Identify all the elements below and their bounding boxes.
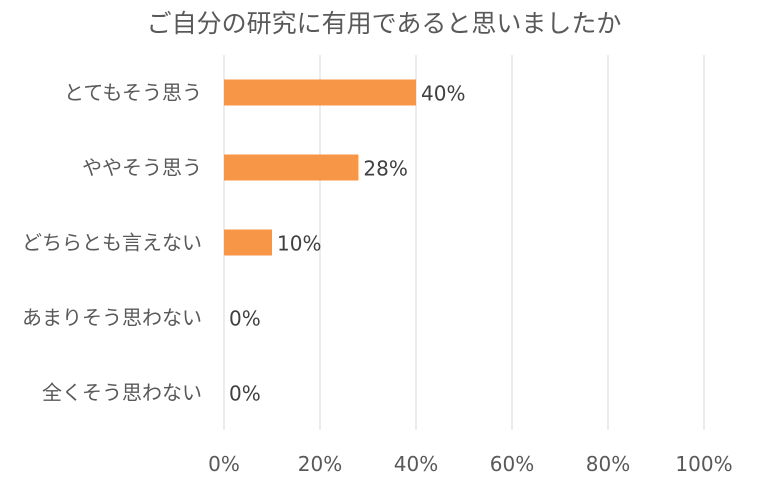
gridlines bbox=[223, 55, 705, 430]
x-tick-label: 100% bbox=[675, 452, 732, 476]
data-label: 0% bbox=[229, 382, 261, 406]
x-tick-labels: 0% 20% 40% 60% 80% 100% bbox=[208, 452, 732, 476]
data-label: 28% bbox=[363, 157, 407, 181]
category-label: どちらとも言えない bbox=[22, 231, 202, 255]
bar bbox=[224, 154, 359, 181]
x-tick-label: 80% bbox=[586, 452, 630, 476]
bar bbox=[224, 79, 416, 106]
data-label: 10% bbox=[277, 232, 321, 256]
category-label: とてもそう思う bbox=[64, 81, 202, 105]
category-label: ややそう思う bbox=[82, 156, 202, 180]
data-labels: 40% 28% 10% 0% 0% bbox=[229, 82, 465, 406]
category-label: 全くそう思わない bbox=[42, 381, 202, 405]
data-label: 40% bbox=[421, 82, 465, 106]
x-tick-label: 20% bbox=[298, 452, 342, 476]
category-label: あまりそう思わない bbox=[22, 306, 202, 330]
data-label: 0% bbox=[229, 307, 261, 331]
chart-title: ご自分の研究に有用であると思いましたか bbox=[147, 9, 622, 38]
x-tick-label: 0% bbox=[208, 452, 240, 476]
x-tick-label: 60% bbox=[490, 452, 534, 476]
bars bbox=[224, 79, 416, 256]
bar bbox=[224, 229, 272, 256]
x-tick-label: 40% bbox=[394, 452, 438, 476]
